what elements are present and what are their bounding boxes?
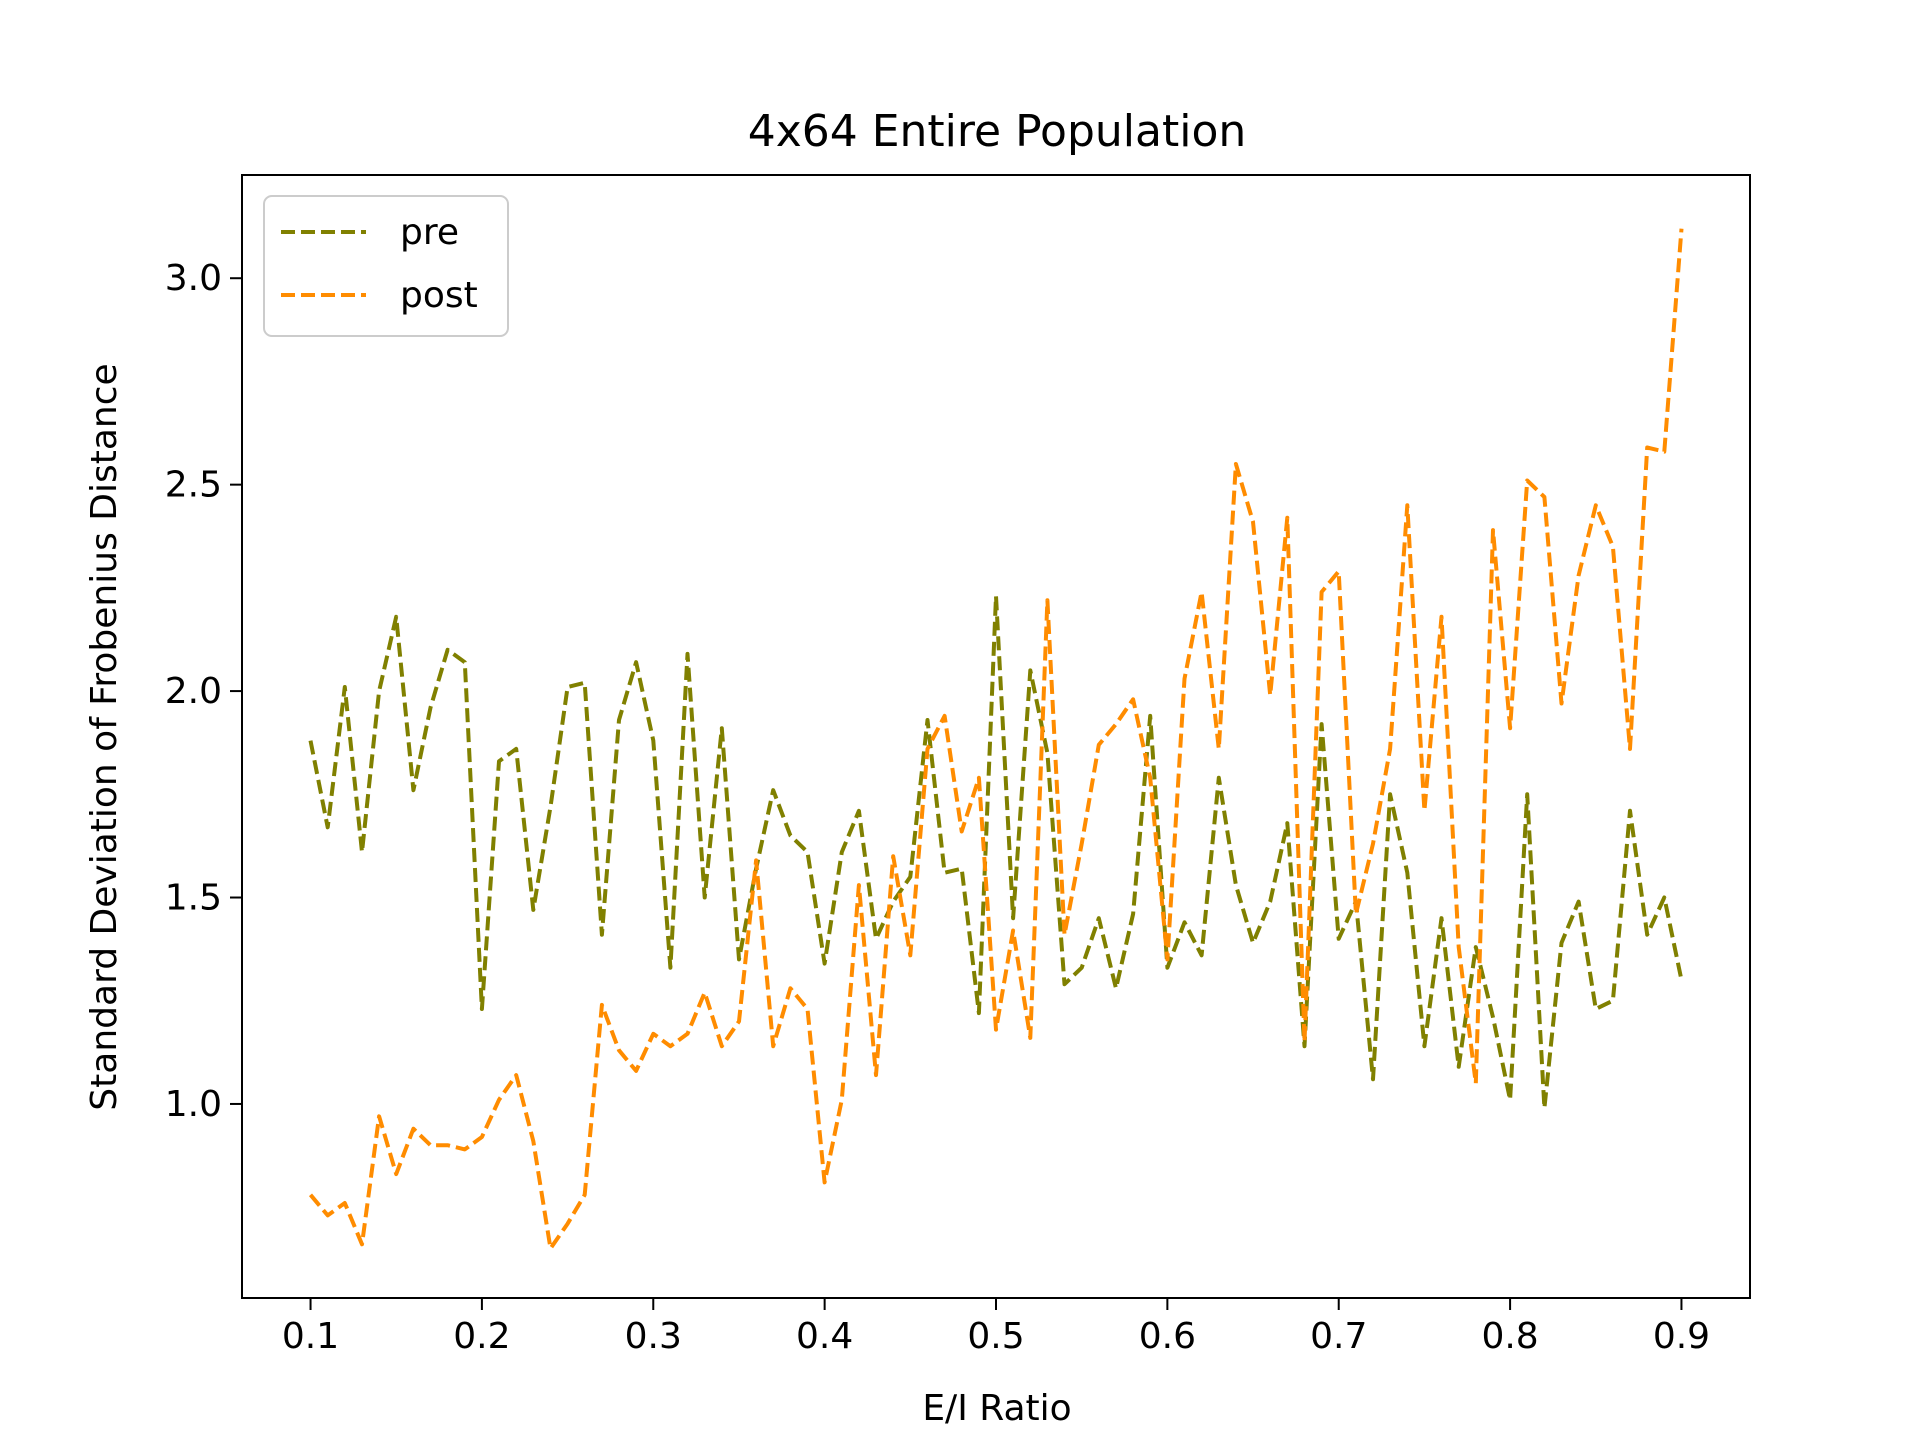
x-axis: 0.1 0.2 0.3 0.4 0.5 0.6 0.7 0.8 0.9: [282, 1298, 1710, 1357]
series-line-pre: [308, 594, 1684, 1111]
x-tick-label: 0.4: [796, 1316, 853, 1357]
y-tick-label: 2.5: [165, 465, 222, 506]
y-tick-label: 1.5: [165, 878, 222, 919]
x-tick-label: 0.7: [1310, 1316, 1367, 1357]
series-line-post: [308, 228, 1684, 1251]
y-tick-label: 2.0: [165, 671, 222, 712]
x-tick-label: 0.3: [625, 1316, 682, 1357]
y-tick-label: 1.0: [165, 1084, 222, 1125]
x-tick-label: 0.2: [453, 1316, 510, 1357]
series-group: [308, 228, 1684, 1251]
x-tick-label: 0.8: [1481, 1316, 1538, 1357]
x-axis-label: E/I Ratio: [922, 1388, 1071, 1429]
y-axis: 1.0 1.5 2.0 2.5 3.0: [165, 258, 242, 1125]
legend-label-pre: pre: [400, 212, 459, 253]
x-tick-label: 0.1: [282, 1316, 339, 1357]
x-tick-label: 0.5: [967, 1316, 1024, 1357]
x-tick-label: 0.6: [1139, 1316, 1196, 1357]
x-tick-label: 0.9: [1653, 1316, 1710, 1357]
legend-label-post: post: [400, 275, 478, 316]
y-axis-label: Standard Deviation of Frobenius Distance: [84, 363, 125, 1110]
y-tick-label: 3.0: [165, 258, 222, 299]
chart-title: 4x64 Entire Population: [748, 106, 1247, 157]
legend: pre post: [263, 195, 509, 337]
